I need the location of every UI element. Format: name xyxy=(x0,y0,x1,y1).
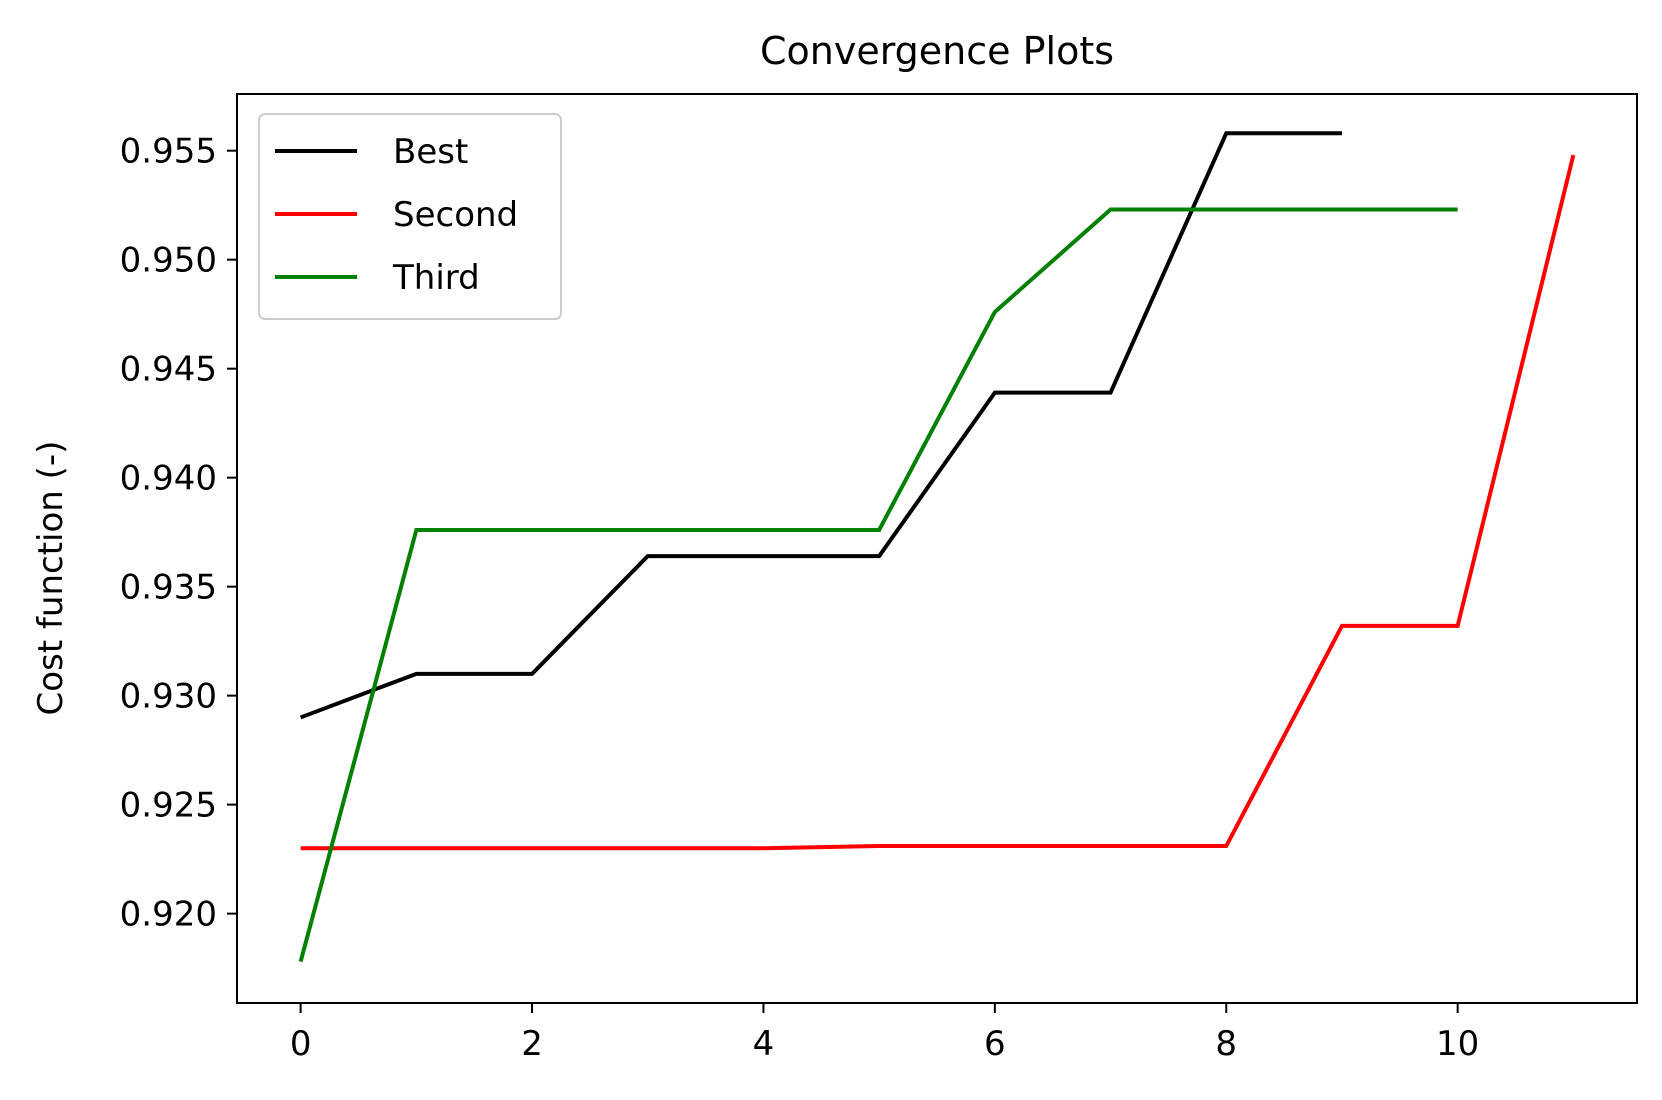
legend-label: Third xyxy=(392,258,480,298)
y-tick-label: 0.920 xyxy=(120,895,217,935)
plot-frame xyxy=(236,93,1638,1004)
x-tick-label: 8 xyxy=(1215,1024,1237,1064)
y-tick-label: 0.955 xyxy=(120,132,217,172)
legend-box xyxy=(258,113,562,320)
y-tick-label: 0.950 xyxy=(120,241,217,281)
legend-label: Second xyxy=(393,195,518,235)
x-tick-label: 0 xyxy=(290,1024,312,1064)
y-tick-label: 0.925 xyxy=(120,786,217,826)
legend-label: Best xyxy=(393,132,468,172)
x-tick-label: 6 xyxy=(984,1024,1006,1064)
y-tick-label: 0.930 xyxy=(120,677,217,717)
y-axis-title: Cost function (-) xyxy=(31,441,71,716)
legend: Best Second Third xyxy=(258,113,562,320)
y-tick-label: 0.945 xyxy=(120,350,217,390)
y-tick-label: 0.940 xyxy=(120,459,217,499)
series-line-second xyxy=(300,154,1576,851)
x-tick-label: 2 xyxy=(521,1024,543,1064)
series-line-third xyxy=(298,207,1458,963)
chart-title: Convergence Plots xyxy=(760,29,1114,73)
plot-area: 0 2 4 6 8 10 0.920 0.925 0.930 0.935 0.940 0.945 0.9… xyxy=(120,93,1638,1064)
y-tick-label: 0.935 xyxy=(120,568,217,608)
x-tick-label: 10 xyxy=(1436,1024,1479,1064)
x-tick-label: 4 xyxy=(753,1024,775,1064)
series-line-best xyxy=(299,131,1342,720)
